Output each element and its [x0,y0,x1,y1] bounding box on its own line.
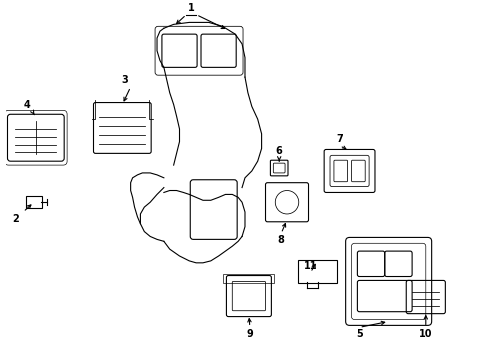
Text: 4: 4 [23,100,30,111]
Text: 6: 6 [275,146,282,156]
Text: 5: 5 [355,329,362,339]
Text: 11: 11 [303,261,317,271]
Text: 9: 9 [246,329,253,339]
Text: 1: 1 [187,3,194,13]
Text: 7: 7 [336,134,343,144]
Text: 8: 8 [277,235,284,246]
Text: 2: 2 [13,214,19,224]
Text: 3: 3 [121,75,127,85]
Text: 10: 10 [418,329,432,339]
